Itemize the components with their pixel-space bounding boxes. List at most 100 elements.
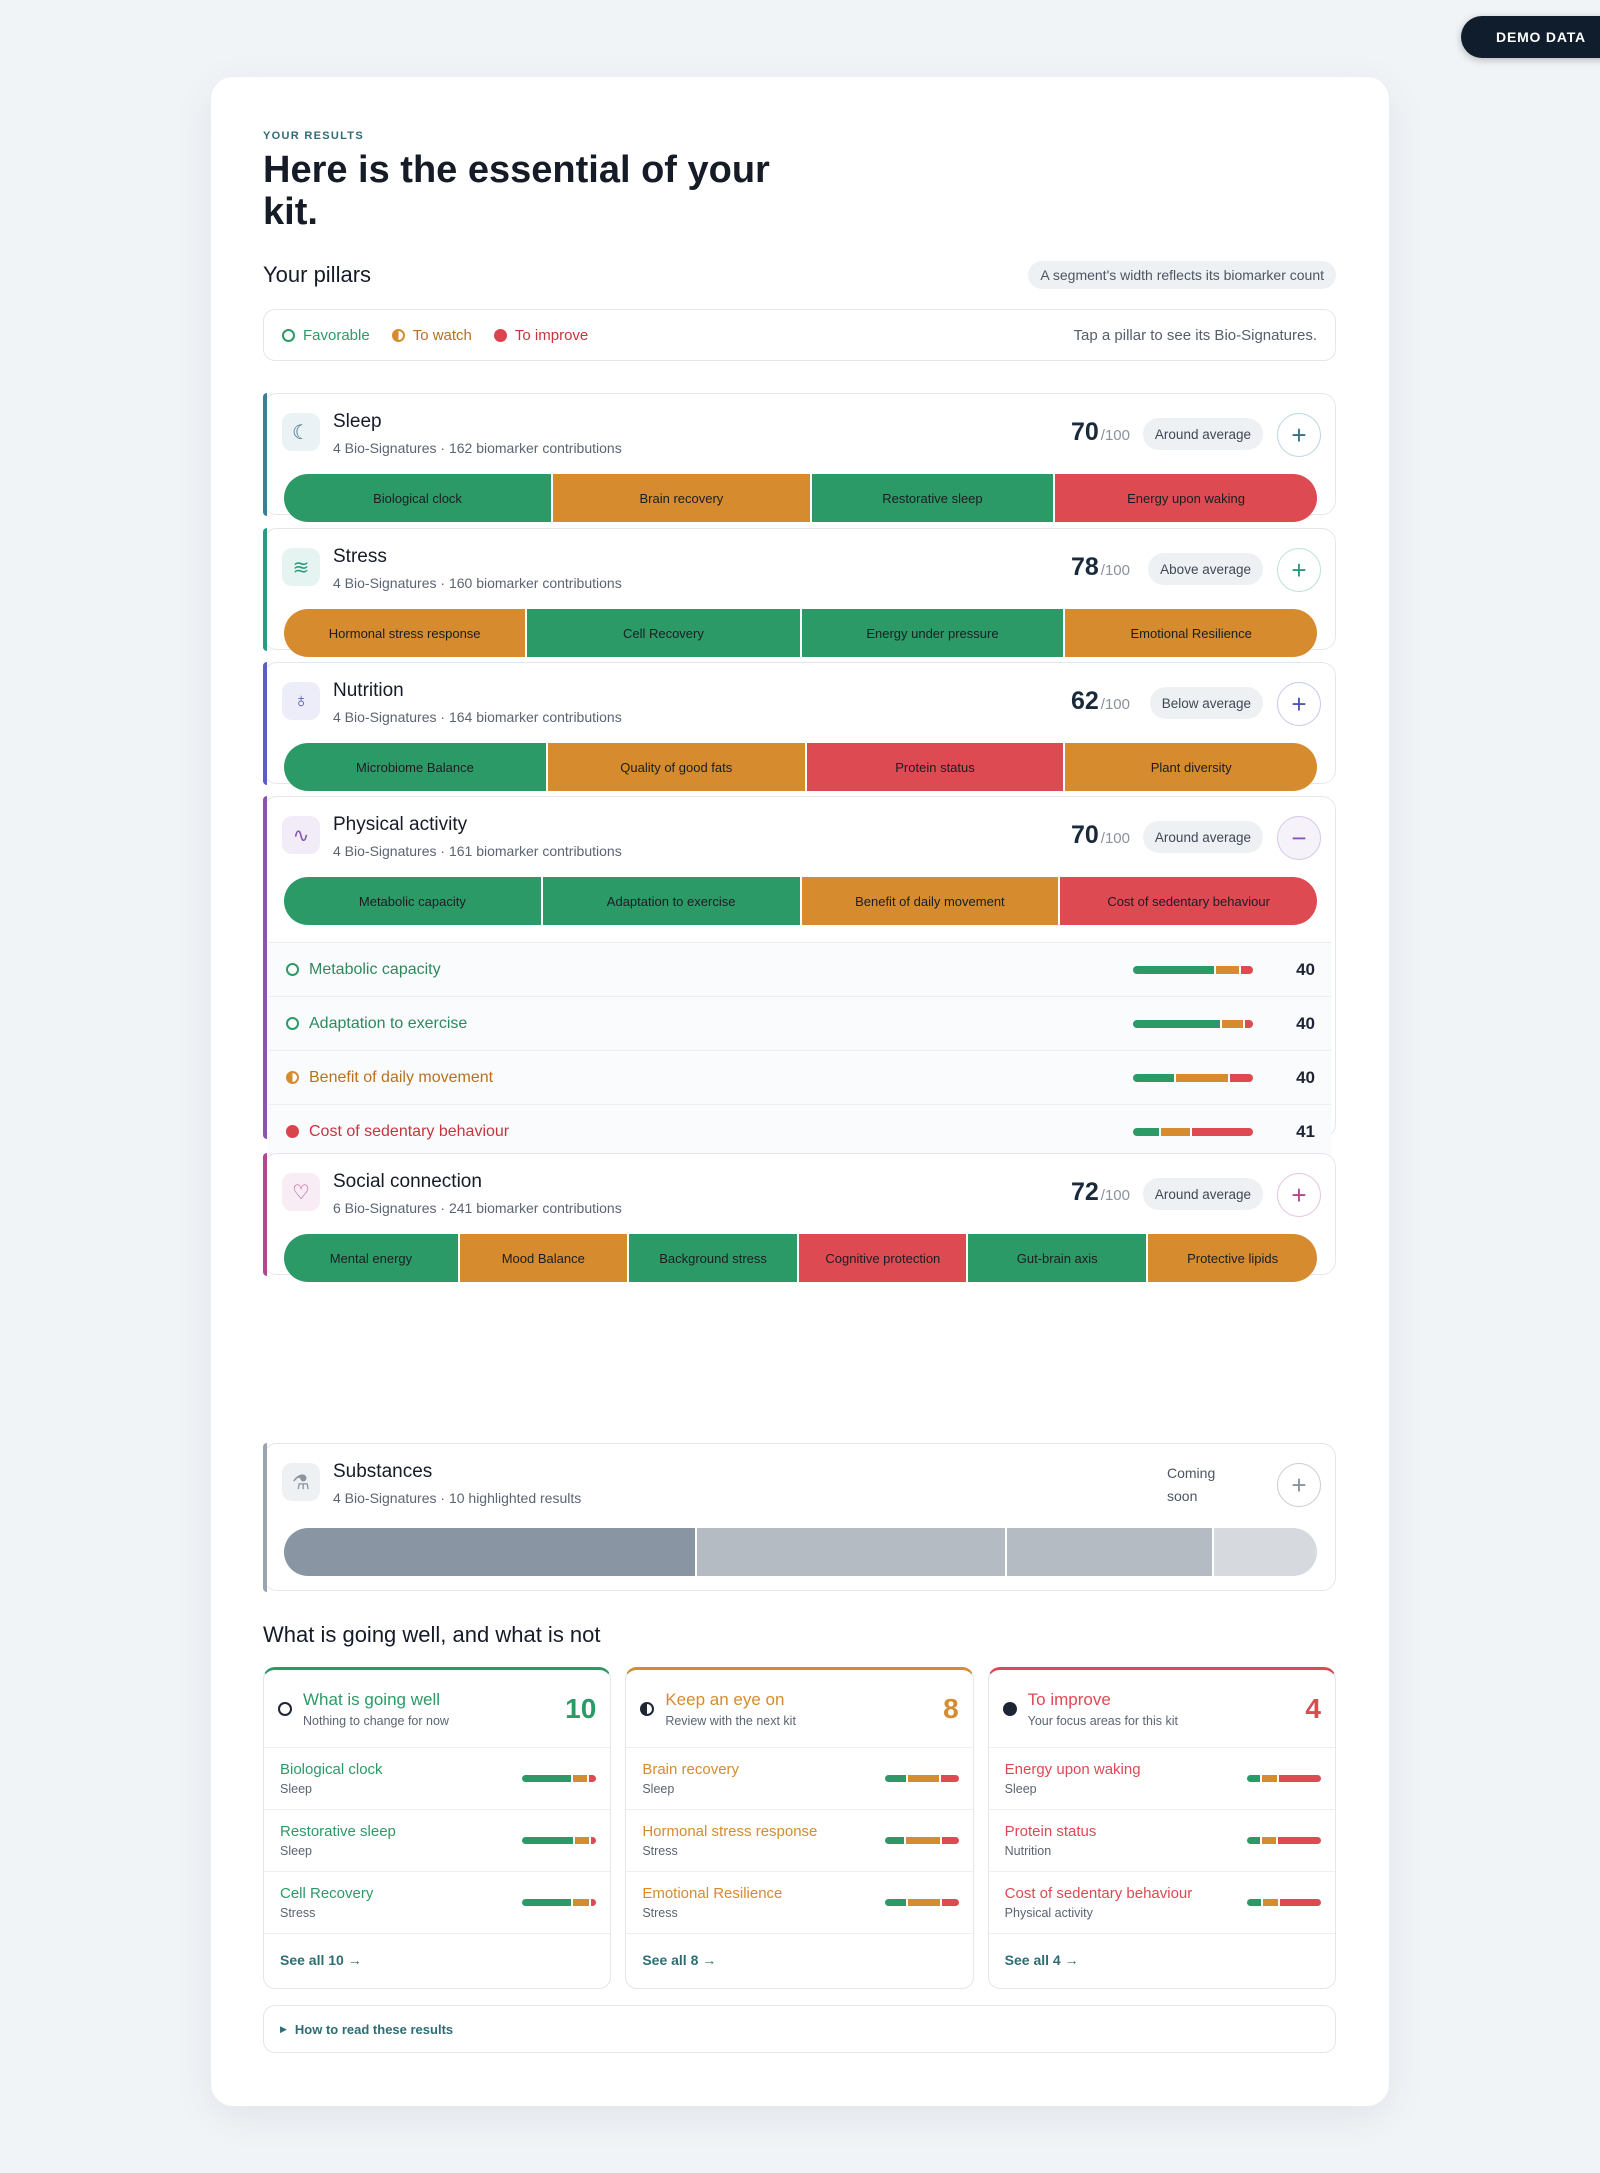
list-item[interactable]: Cost of sedentary behaviour Physical act… — [988, 1872, 1335, 1934]
item-pillar: Nutrition — [1004, 1844, 1052, 1858]
list-item[interactable]: Energy upon waking Sleep — [988, 1748, 1335, 1810]
list-item[interactable]: Protein status Nutrition — [988, 1810, 1335, 1872]
mix-bar — [522, 1899, 597, 1906]
pillar-stress[interactable]: ≋ Stress 4 Bio-Signatures · 160 biomarke… — [262, 527, 1336, 657]
segment-microbiome-balance[interactable]: Microbiome Balance — [284, 743, 546, 791]
list-item[interactable]: Emotional Resilience Stress — [626, 1872, 973, 1934]
status-icon — [286, 1071, 299, 1084]
item-title: Energy upon waking — [1004, 1761, 1141, 1778]
pillar-social-connection[interactable]: ♡ Social connection 6 Bio-Signatures · 2… — [262, 1152, 1336, 1282]
segment-quality-of-good-fats[interactable]: Quality of good fats — [547, 743, 805, 791]
segment-protective-lipids[interactable]: Protective lipids — [1148, 1234, 1317, 1282]
results-card: YOUR RESULTS Here is the essential of yo… — [211, 77, 1389, 2106]
expand-toggle-button[interactable]: + — [1277, 413, 1321, 457]
mix-favorable — [1246, 1775, 1260, 1782]
segment-mental-energy[interactable]: Mental energy — [284, 1234, 458, 1282]
score-max: /100 — [1100, 427, 1130, 444]
segment-emotional-resilience[interactable]: Emotional Resilience — [1065, 609, 1317, 657]
mix-favorable — [522, 1837, 573, 1844]
item-pillar: Sleep — [280, 1844, 312, 1858]
pillar-name: Stress — [333, 546, 387, 567]
how-to-read-toggle[interactable]: ▶ How to read these results — [263, 2005, 1336, 2053]
legend-watch: To watch — [391, 327, 472, 344]
segment-benefit-of-daily-movement[interactable]: Benefit of daily movement — [801, 877, 1059, 925]
see-all-link[interactable]: See all 4 → — [1004, 1952, 1079, 1968]
pillar-sleep[interactable]: ☾ Sleep 4 Bio-Signatures · 162 biomarker… — [262, 392, 1336, 522]
mix-favorable — [1246, 1837, 1260, 1844]
pillar-substances[interactable]: ⚗ Substances 4 Bio-Signatures · 10 highl… — [262, 1442, 1336, 1592]
segment-mood-balance[interactable]: Mood Balance — [459, 1234, 627, 1282]
segment-cell-recovery[interactable]: Cell Recovery — [527, 609, 800, 657]
substance-segment — [1006, 1528, 1213, 1576]
bio-signature-row[interactable]: Metabolic capacity 40 — [268, 942, 1331, 996]
score-badge: Around average — [1142, 418, 1263, 450]
score-value: 62 — [1070, 687, 1099, 715]
bio-signature-row[interactable]: Benefit of daily movement 40 — [268, 1050, 1331, 1104]
segment-energy-upon-waking[interactable]: Energy upon waking — [1055, 474, 1317, 522]
score-max: /100 — [1100, 830, 1130, 847]
segment-width-hint: A segment's width reflects its biomarker… — [1028, 261, 1336, 289]
segment-cognitive-protection[interactable]: Cognitive protection — [799, 1234, 967, 1282]
segment-hormonal-stress-response[interactable]: Hormonal stress response — [284, 609, 526, 657]
mix-watch — [573, 1899, 589, 1906]
demo-data-badge: DEMO DATA — [1461, 16, 1600, 58]
segment-protein-status[interactable]: Protein status — [806, 743, 1064, 791]
going-well-columns: What is going well Nothing to change for… — [263, 1667, 1336, 1989]
bio-signature-value: 41 — [1296, 1121, 1315, 1141]
list-item[interactable]: Cell Recovery Stress — [264, 1872, 611, 1934]
list-item[interactable]: Hormonal stress response Stress — [626, 1810, 973, 1872]
mix-favorable — [884, 1899, 906, 1906]
mix-improve — [941, 1775, 959, 1782]
segment-background-stress[interactable]: Background stress — [628, 1234, 798, 1282]
mix-favorable — [884, 1775, 906, 1782]
mix-improve — [1280, 1899, 1321, 1906]
list-item[interactable]: Biological clock Sleep — [264, 1748, 611, 1810]
pillar-score: 70/100 — [1071, 418, 1130, 447]
bio-signature-row[interactable]: Adaptation to exercise 40 — [268, 996, 1331, 1050]
pillar-subtitle: 4 Bio-Signatures · 162 biomarker contrib… — [333, 440, 622, 456]
mix-watch — [907, 1775, 940, 1782]
see-all-link[interactable]: See all 10 → — [280, 1952, 362, 1968]
mix-watch — [1261, 1775, 1277, 1782]
pillars-title: Your pillars — [263, 262, 372, 287]
bio-signature-row[interactable]: Cost of sedentary behaviour 41 — [268, 1104, 1331, 1158]
collapse-toggle-button[interactable]: − — [1277, 816, 1321, 860]
pillar-name: Social connection — [333, 1171, 482, 1192]
item-pillar: Stress — [280, 1906, 316, 1920]
pillar-nutrition[interactable]: ♁ Nutrition 4 Bio-Signatures · 164 bioma… — [262, 661, 1336, 791]
segment-cost-of-sedentary-behaviour[interactable]: Cost of sedentary behaviour — [1060, 877, 1317, 925]
segment-gut-brain-axis[interactable]: Gut-brain axis — [968, 1234, 1147, 1282]
mix-bar — [884, 1837, 959, 1844]
score-value: 78 — [1070, 553, 1099, 581]
expand-toggle-button[interactable]: + — [1277, 548, 1321, 592]
segment-biological-clock[interactable]: Biological clock — [284, 474, 552, 522]
expand-toggle-button[interactable]: + — [1277, 682, 1321, 726]
segment-bar: Microbiome Balance Quality of good fats Pr… — [284, 743, 1317, 791]
segment-energy-under-pressure[interactable]: Energy under pressure — [801, 609, 1064, 657]
segment-plant-diversity[interactable]: Plant diversity — [1065, 743, 1317, 791]
segment-brain-recovery[interactable]: Brain recovery — [553, 474, 810, 522]
substances-segment-bar — [284, 1528, 1317, 1576]
mix-improve — [1244, 1019, 1253, 1028]
segment-metabolic-capacity[interactable]: Metabolic capacity — [284, 877, 541, 925]
mix-favorable — [1133, 965, 1215, 974]
bio-signature-name: Benefit of daily movement — [309, 1068, 494, 1086]
expand-toggle-button[interactable]: + — [1277, 1463, 1321, 1507]
segment-bar: Hormonal stress response Cell Recovery Ene… — [284, 609, 1317, 657]
list-item[interactable]: Brain recovery Sleep — [626, 1748, 973, 1810]
legend-favorable: Favorable — [282, 327, 370, 344]
bio-signature-name: Metabolic capacity — [309, 960, 441, 978]
item-title: Protein status — [1004, 1823, 1097, 1840]
list-item[interactable]: Restorative sleep Sleep — [264, 1810, 611, 1872]
expand-toggle-button[interactable]: + — [1277, 1173, 1321, 1217]
segment-restorative-sleep[interactable]: Restorative sleep — [811, 474, 1054, 522]
pulse-icon: ∿ — [282, 816, 320, 854]
item-title: Cell Recovery — [280, 1885, 374, 1902]
segment-adaptation-to-exercise[interactable]: Adaptation to exercise — [542, 877, 800, 925]
see-all-link[interactable]: See all 8 → — [642, 1952, 717, 1968]
pillar-accent — [262, 661, 267, 785]
segment-bar: Metabolic capacity Adaptation to exercise… — [284, 877, 1317, 925]
pillar-physical-activity[interactable]: ∿ Physical activity 4 Bio-Signatures · 1… — [262, 795, 1336, 1191]
score-max: /100 — [1100, 1187, 1130, 1204]
mix-favorable — [1246, 1899, 1261, 1906]
